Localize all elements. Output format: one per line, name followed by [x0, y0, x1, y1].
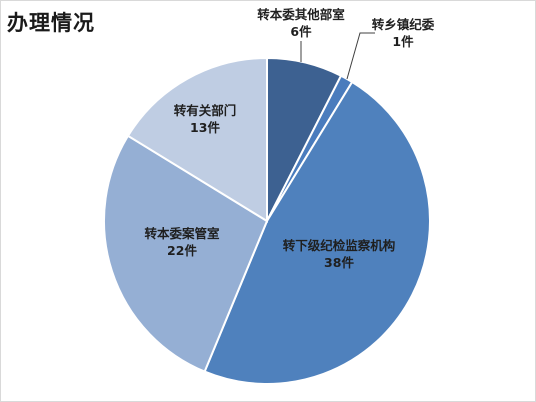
slice-label-name-3: 转本委案管室: [144, 226, 220, 241]
chart-title: 办理情况: [7, 11, 95, 35]
slice-label-value-1: 1件: [392, 34, 414, 49]
slice-label-name-1: 转乡镇纪委: [372, 17, 435, 32]
pie-slices: [103, 56, 431, 385]
slice-label-name-4: 转有关部门: [174, 103, 237, 118]
pie-slice-4: [126, 56, 268, 223]
pie-slice-3: [103, 134, 269, 373]
slice-label-value-0: 6件: [290, 24, 312, 39]
slice-label-value-4: 13件: [190, 120, 220, 135]
slice-label-value-2: 38件: [324, 255, 354, 270]
slice-label-name-2: 转下级纪检监察机构: [283, 238, 396, 253]
pie-slice-2: [203, 80, 431, 385]
leader-line-1: [346, 32, 375, 80]
slice-label-name-0: 转本委其他部室: [257, 7, 345, 22]
leader-lines: [300, 32, 375, 80]
slice-label-value-3: 22件: [167, 243, 197, 258]
